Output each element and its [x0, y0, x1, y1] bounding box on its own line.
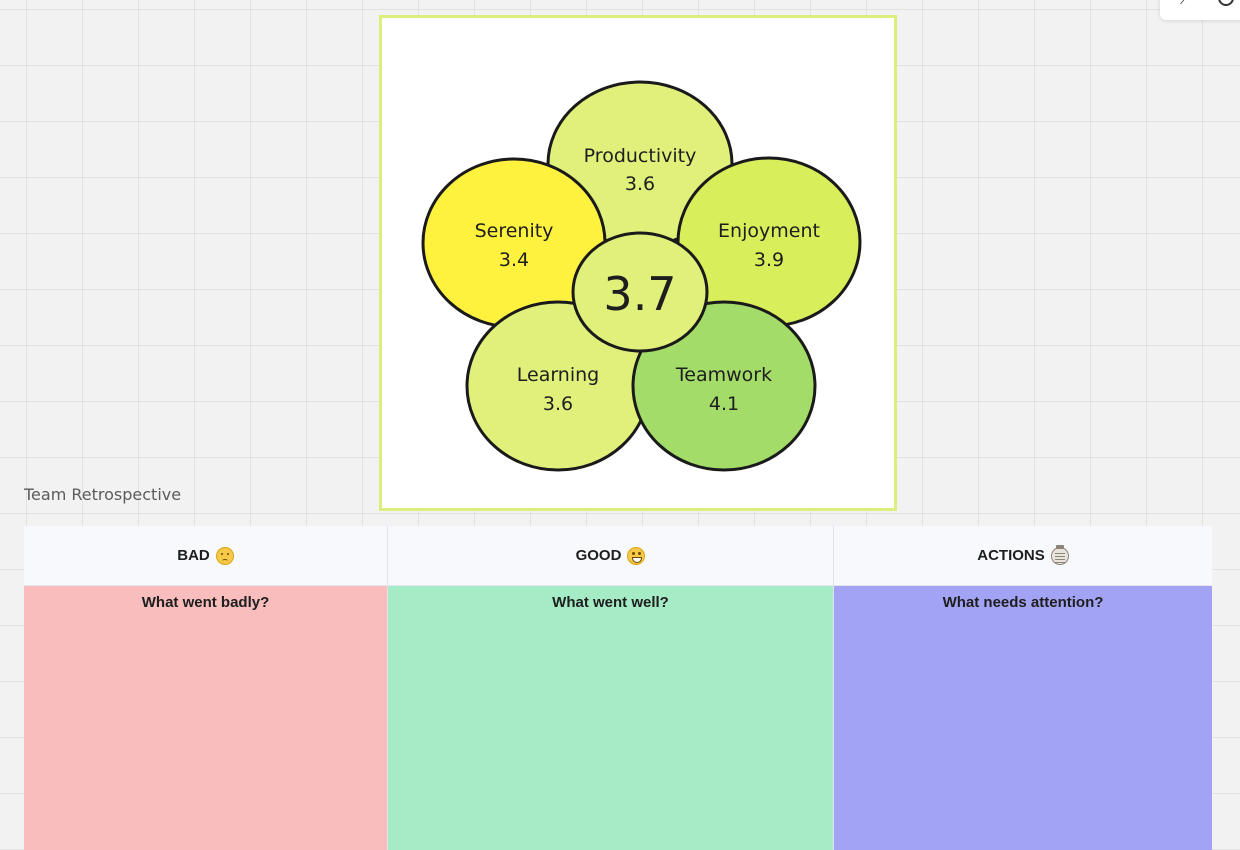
column-good-prompt: What went well?: [552, 594, 669, 611]
happiness-flower: Productivity 3.6 Serenity 3.4 Enjoyment …: [421, 80, 862, 472]
retrospective-board[interactable]: BAD What went badly? GOOD What went well…: [24, 526, 1212, 850]
happiness-flower-card[interactable]: Productivity 3.6 Serenity 3.4 Enjoyment …: [379, 15, 897, 511]
column-actions-header[interactable]: ACTIONS: [834, 526, 1212, 586]
arrow-icon[interactable]: ⟋: [1180, 0, 1190, 8]
column-good[interactable]: GOOD What went well?: [387, 526, 833, 850]
petal-teamwork-shape: [631, 300, 817, 472]
petal-enjoyment-score: 3.9: [754, 249, 784, 271]
column-actions[interactable]: ACTIONS What needs attention?: [833, 526, 1212, 850]
toolbar-corner[interactable]: ⟋: [1160, 0, 1240, 20]
column-bad-body[interactable]: What went badly?: [24, 586, 387, 850]
petal-teamwork-score: 4.1: [709, 393, 739, 415]
column-actions-heading: ACTIONS: [977, 547, 1045, 564]
clipboard-icon: [1050, 544, 1069, 565]
petal-teamwork-label: Teamwork: [675, 364, 772, 386]
petal-learning-label: Learning: [517, 364, 600, 386]
petal-productivity-score: 3.6: [625, 173, 655, 195]
flower-center-shape: [571, 231, 709, 353]
petal-enjoyment-label: Enjoyment: [718, 220, 820, 242]
board-title[interactable]: Team Retrospective: [24, 485, 182, 504]
grinning-face-icon: [627, 546, 646, 565]
petal-learning[interactable]: Learning 3.6: [465, 300, 651, 472]
petal-serenity-label: Serenity: [475, 220, 554, 242]
column-bad-header[interactable]: BAD: [24, 526, 387, 586]
circle-icon[interactable]: [1218, 0, 1234, 6]
overall-score: 3.7: [603, 267, 676, 321]
column-bad-prompt: What went badly?: [141, 594, 270, 611]
column-bad[interactable]: BAD What went badly?: [24, 526, 387, 850]
column-good-body[interactable]: What went well?: [388, 586, 833, 850]
column-actions-body[interactable]: What needs attention?: [834, 586, 1212, 850]
petal-serenity[interactable]: Serenity 3.4: [421, 157, 607, 329]
flower-center[interactable]: 3.7: [571, 231, 709, 353]
column-bad-heading: BAD: [177, 547, 210, 564]
petal-serenity-score: 3.4: [499, 249, 529, 271]
column-actions-prompt: What needs attention?: [942, 594, 1104, 611]
column-good-header[interactable]: GOOD: [388, 526, 833, 586]
column-good-heading: GOOD: [575, 547, 622, 564]
sad-face-icon: [215, 546, 234, 565]
petal-learning-score: 3.6: [543, 393, 573, 415]
petal-productivity-label: Productivity: [584, 145, 697, 167]
petal-enjoyment[interactable]: Enjoyment 3.9: [676, 156, 862, 328]
petal-teamwork[interactable]: Teamwork 4.1: [631, 300, 817, 472]
